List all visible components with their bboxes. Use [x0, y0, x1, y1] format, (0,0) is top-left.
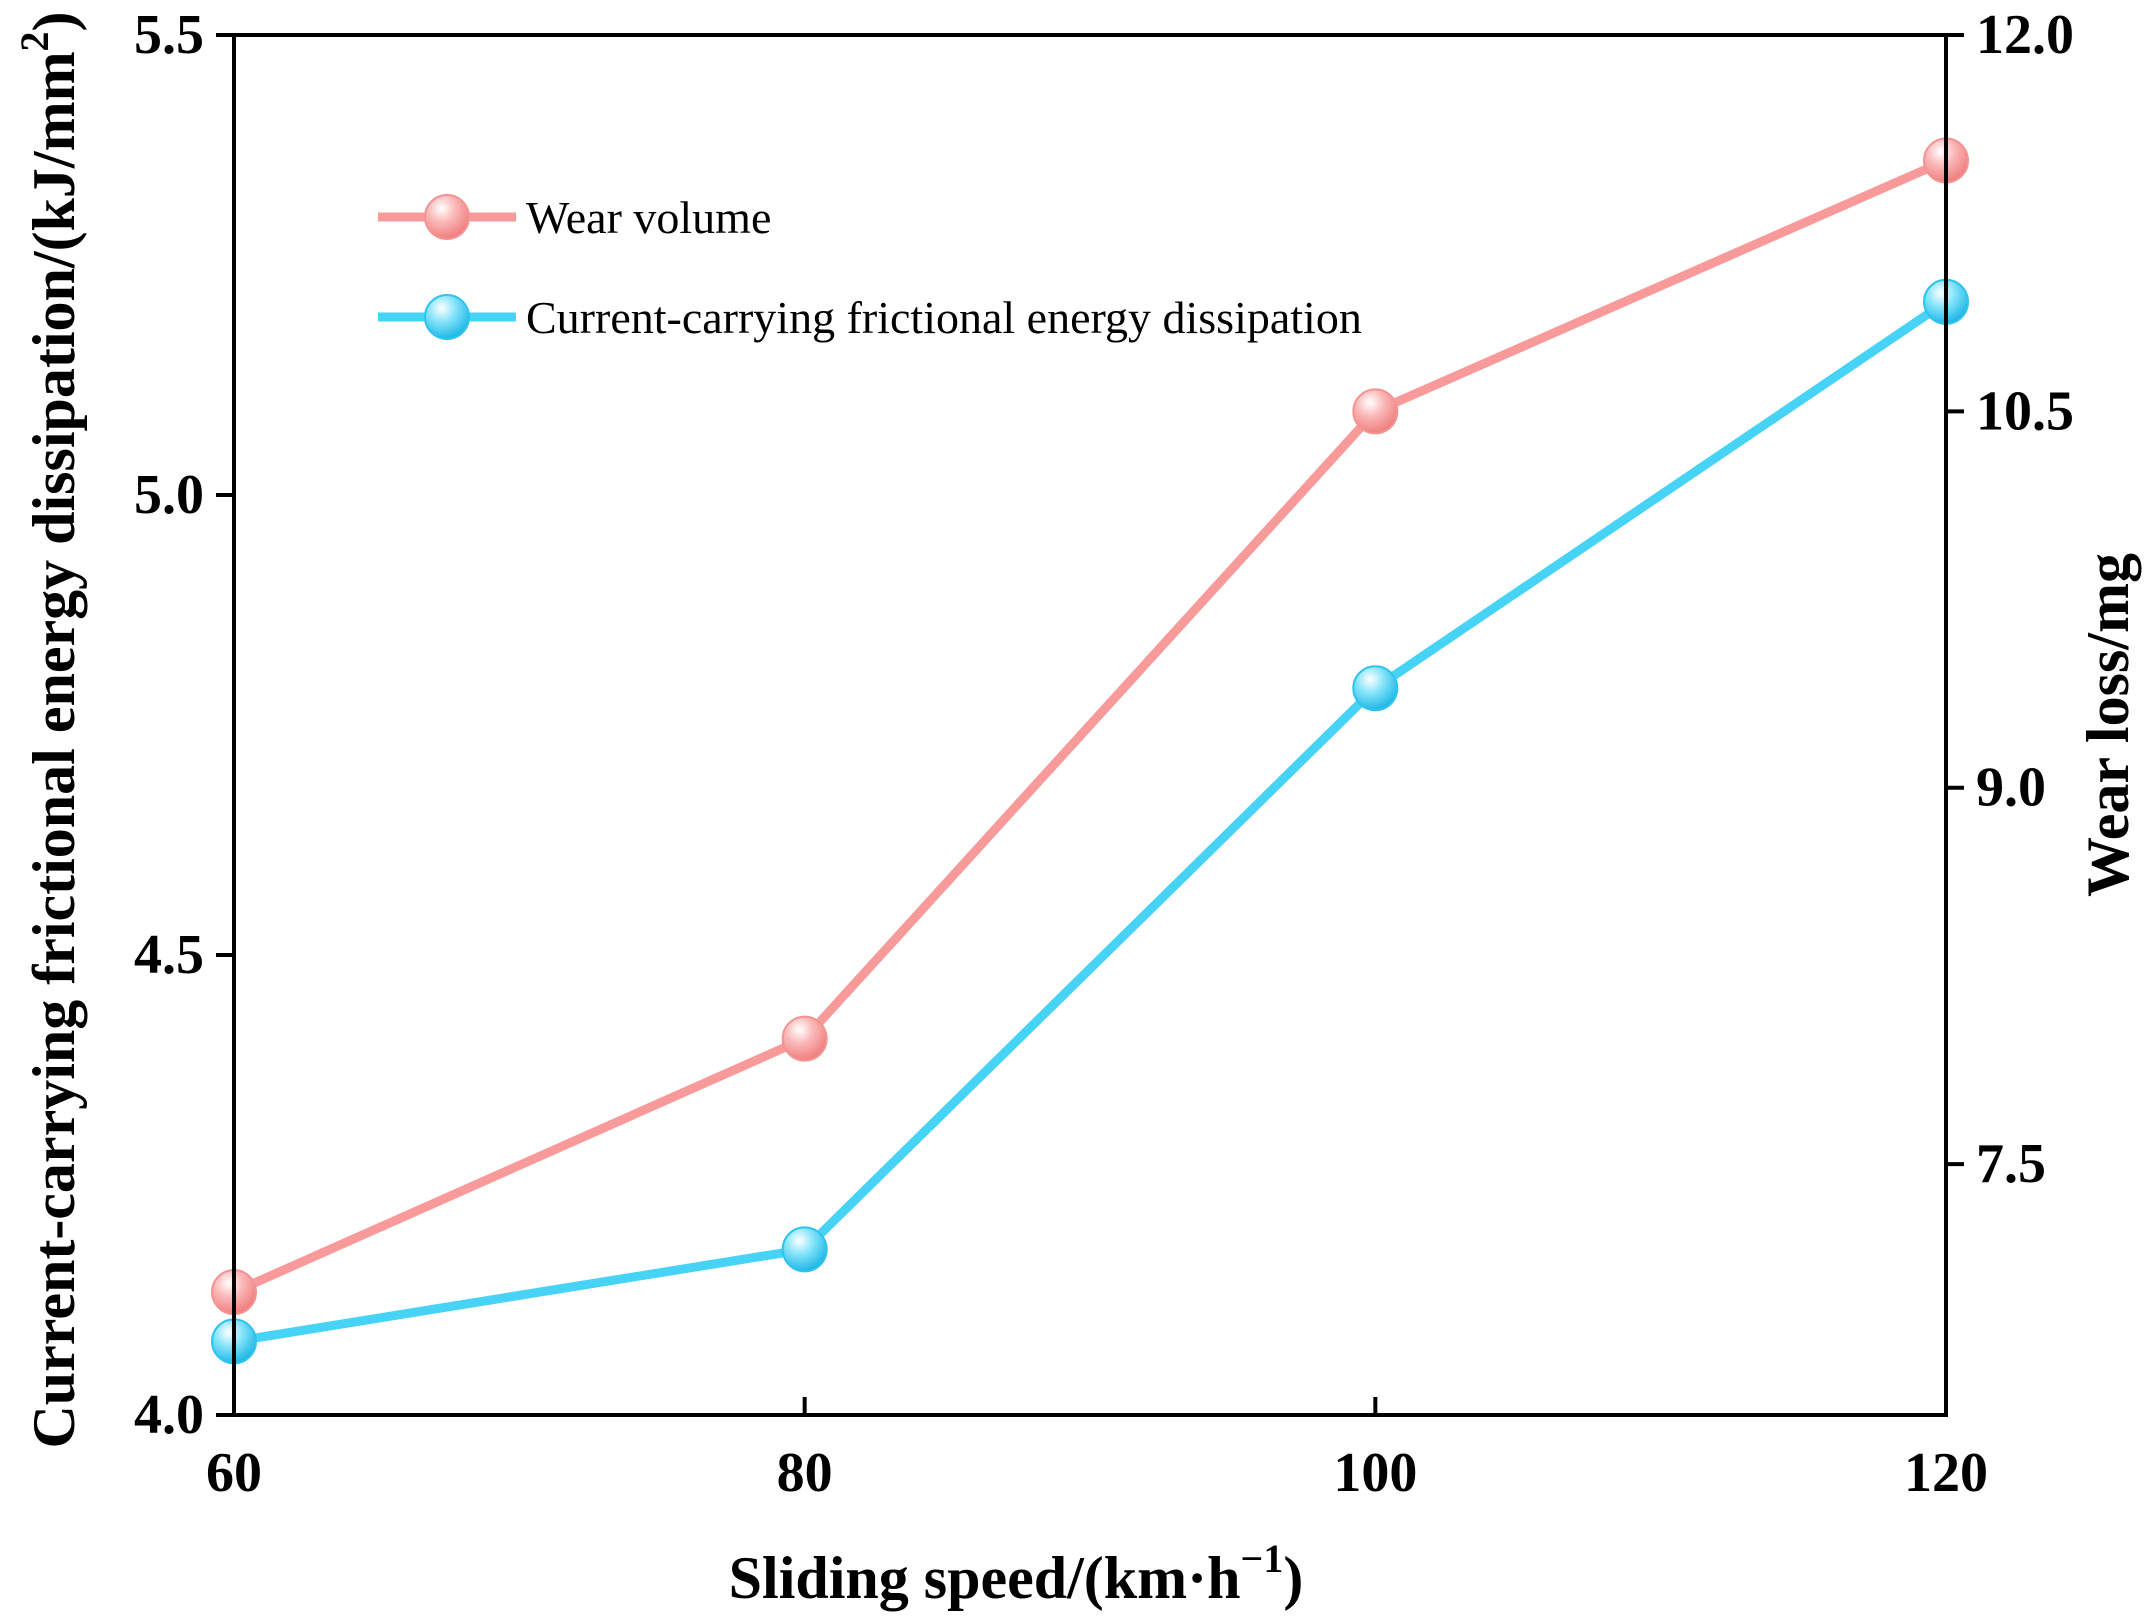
y-right-axis-title: Wear loss/mg [2075, 553, 2141, 897]
data-point-wear-volume-100 [1352, 388, 1399, 435]
data-point-wear-volume-80 [781, 1015, 828, 1062]
y-left-tick-label-5.0: 5.0 [134, 464, 204, 526]
x-axis-title: Sliding speed/(km·h−1) [729, 1536, 1304, 1611]
series-line-energy-dissipation [233, 298, 1949, 1346]
legend: Wear volume Current-carrying frictional … [378, 192, 1362, 343]
x-tick-label-80: 80 [777, 1442, 833, 1504]
series-line-wear-volume [232, 156, 1948, 1297]
ticks-layer: 60 80 100 120 4.0 4.5 5.0 5.5 7.5 9.0 10.5 12.0 [134, 4, 2074, 1504]
series-layer [211, 137, 1969, 1365]
x-tick-label-100: 100 [1333, 1442, 1417, 1504]
y-left-tick-label-4.0: 4.0 [134, 1384, 204, 1446]
legend-label-wear-volume: Wear volume [526, 192, 771, 243]
data-point-energy-dissipation-80 [781, 1226, 828, 1273]
y-right-tick-label-12.0: 12.0 [1976, 4, 2074, 66]
y-left-axis-title: Current-carrying frictional energy dissi… [12, 11, 87, 1448]
legend-label-energy-dissipation: Current-carrying frictional energy dissi… [526, 292, 1362, 343]
data-point-energy-dissipation-100 [1352, 665, 1399, 712]
y-right-tick-label-10.5: 10.5 [1976, 380, 2074, 442]
legend-marker-energy-dissipation [424, 294, 470, 340]
y-right-tick-label-9.0: 9.0 [1976, 757, 2046, 819]
y-left-tick-label-4.5: 4.5 [134, 924, 204, 986]
plot-frame [232, 33, 1948, 1417]
x-tick-label-60: 60 [206, 1442, 262, 1504]
legend-marker-wear-volume [424, 194, 470, 240]
y-left-tick-label-5.5: 5.5 [134, 4, 204, 66]
x-tick-label-120: 120 [1904, 1442, 1988, 1504]
y-right-tick-label-7.5: 7.5 [1976, 1133, 2046, 1195]
